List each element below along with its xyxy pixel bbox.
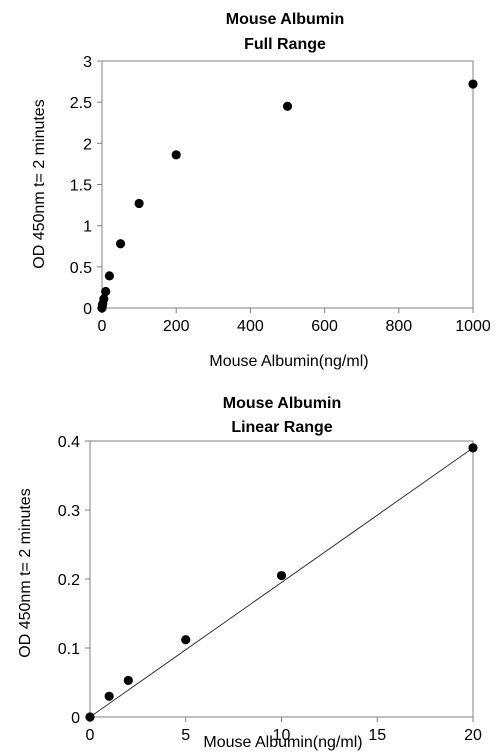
tick-layer: 0 5 10 15 20 0 0.1 0.2 0.3 0.4 bbox=[58, 434, 482, 744]
y-tick-label: 0.4 bbox=[58, 434, 80, 451]
y-tick-label: 3 bbox=[83, 54, 92, 71]
x-axis-label: Mouse Albumin(ng/ml) bbox=[203, 734, 362, 751]
linear-range-chart: Mouse Albumin Linear Range 0 5 10 15 2000.10… bbox=[17, 395, 482, 751]
data-point bbox=[171, 150, 181, 160]
full-range-chart: Mouse Albumin Full Range 0 200 400 600 800 10… bbox=[31, 11, 491, 370]
data-point bbox=[115, 239, 126, 249]
y-tick-label: 0 bbox=[83, 301, 92, 318]
data-point bbox=[468, 443, 478, 453]
x-tick-label: 20 bbox=[464, 727, 482, 744]
y-tick-label: 0.3 bbox=[58, 503, 80, 520]
chart-title-line-1: Mouse Albumin bbox=[226, 11, 345, 28]
y-tick-label: 2.5 bbox=[70, 95, 92, 112]
y-axis-label: OD 450nm t= 2 minutes bbox=[31, 99, 48, 268]
chart-title-line-2: Linear Range bbox=[231, 419, 332, 436]
y-tick-label: 0 bbox=[71, 710, 80, 727]
data-point bbox=[134, 198, 144, 209]
x-tick-label: 1000 bbox=[455, 318, 491, 335]
x-tick-label: 5 bbox=[181, 727, 190, 744]
x-tick-label: 15 bbox=[368, 727, 386, 744]
y-tick-label: 1 bbox=[83, 219, 92, 236]
x-tick-label: 400 bbox=[237, 318, 264, 335]
data-point bbox=[123, 675, 133, 686]
data-point bbox=[101, 286, 111, 297]
x-tick-label: 600 bbox=[311, 318, 338, 335]
data-point bbox=[468, 79, 478, 89]
chart-title-line-1: Mouse Albumin bbox=[223, 395, 342, 412]
data-point bbox=[181, 635, 191, 645]
x-tick-label: 10 bbox=[273, 727, 291, 744]
plot-area bbox=[101, 60, 474, 309]
x-tick-label: 800 bbox=[385, 318, 412, 335]
plot-area bbox=[89, 440, 474, 718]
tick-layer: 0 200 400 600 800 1000 0 0.5 1 1.5 2 2.5 3 bbox=[70, 54, 491, 335]
y-tick-label: 2 bbox=[83, 136, 92, 153]
data-point bbox=[85, 712, 95, 722]
data-point bbox=[276, 570, 287, 581]
marks-layer bbox=[97, 79, 478, 313]
data-point bbox=[104, 271, 115, 281]
y-tick-label: 1.5 bbox=[70, 178, 92, 195]
x-axis-label: Mouse Albumin(ng/ml) bbox=[209, 353, 368, 370]
trendline bbox=[89, 447, 474, 718]
y-tick-label: 0.5 bbox=[70, 260, 92, 277]
y-axis-label: OD 450nm t= 2 minutes bbox=[17, 488, 34, 657]
x-tick-label: 200 bbox=[163, 318, 190, 335]
marks-layer bbox=[85, 443, 478, 722]
x-tick-label: 0 bbox=[98, 318, 107, 335]
data-point bbox=[99, 294, 109, 304]
y-tick-label: 0.1 bbox=[58, 641, 80, 658]
chart-title-line-2: Full Range bbox=[244, 36, 326, 53]
data-point bbox=[282, 101, 293, 111]
x-tick-label: 0 bbox=[86, 727, 95, 744]
data-point bbox=[104, 691, 114, 701]
y-tick-label: 0.2 bbox=[58, 572, 80, 589]
